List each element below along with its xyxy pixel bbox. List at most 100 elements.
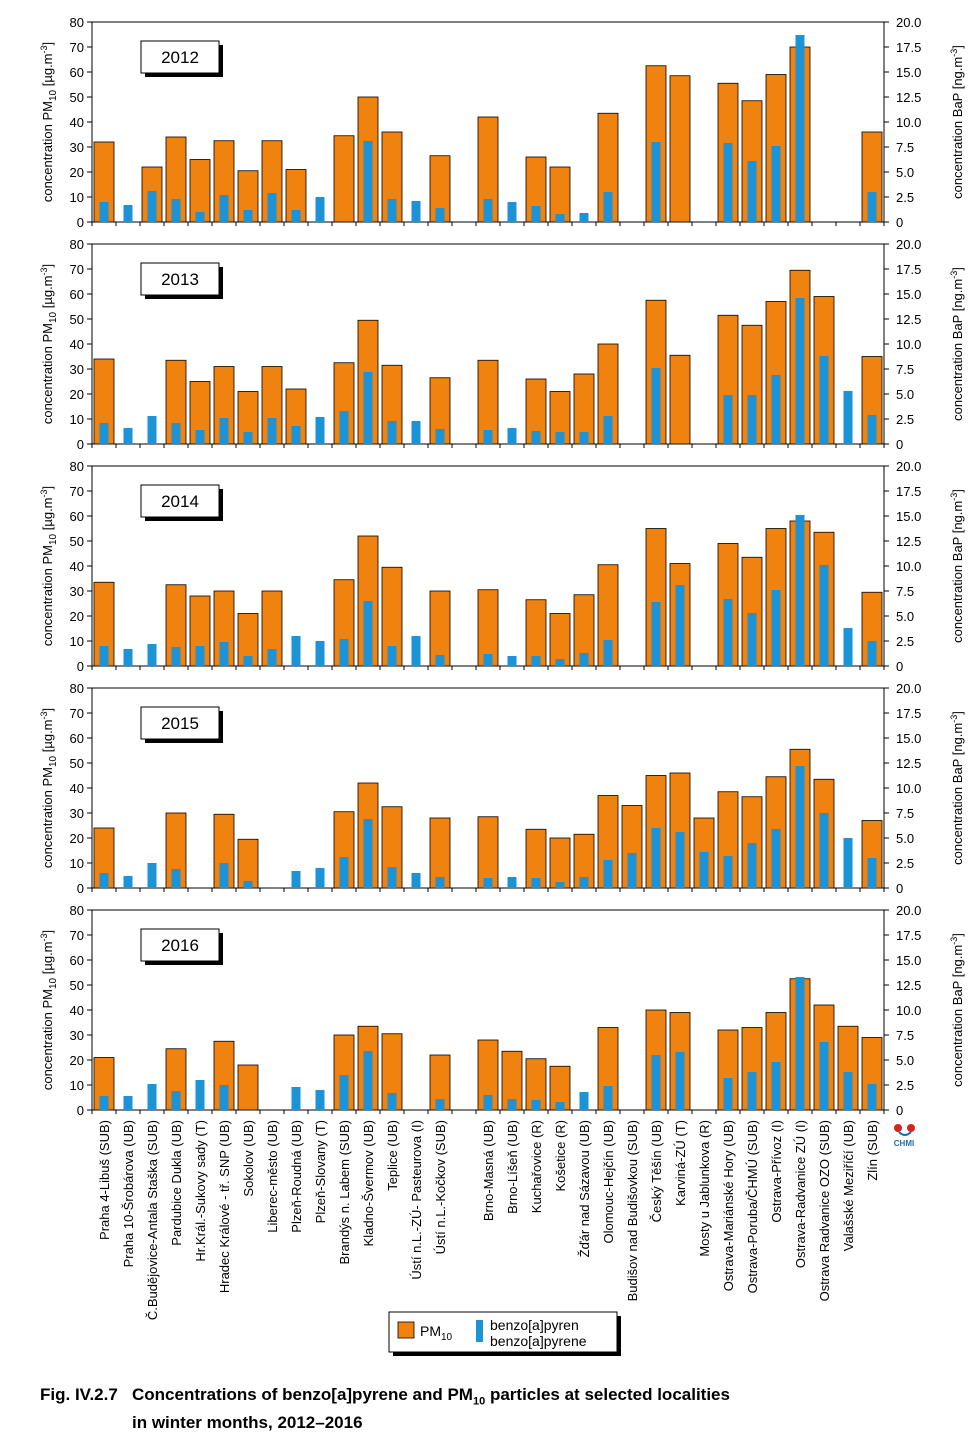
right-tick-label: 17.5 bbox=[896, 484, 921, 499]
right-tick-label: 15.0 bbox=[896, 509, 921, 524]
left-tick-label: 60 bbox=[70, 65, 84, 80]
right-tick-label: 15.0 bbox=[896, 731, 921, 746]
year-box bbox=[140, 928, 220, 962]
right-tick-label: 10.0 bbox=[896, 1003, 921, 1018]
right-tick-label: 7.5 bbox=[896, 362, 914, 377]
left-tick-label: 20 bbox=[70, 165, 84, 180]
year-box bbox=[140, 262, 220, 296]
right-tick-label: 7.5 bbox=[896, 140, 914, 155]
right-tick-label: 7.5 bbox=[896, 1028, 914, 1043]
left-tick-label: 60 bbox=[70, 953, 84, 968]
category-label: Liberec-město (UB) bbox=[265, 1120, 280, 1233]
category-label: Č.Budějovice-Antala Staška (SUB) bbox=[145, 1120, 160, 1320]
right-tick-label: 10.0 bbox=[896, 115, 921, 130]
left-axis-title-main: concentration PM bbox=[40, 545, 55, 646]
bap-bar bbox=[579, 1092, 589, 1110]
bap-bar bbox=[603, 192, 613, 222]
legend-pm10-swatch bbox=[397, 1321, 415, 1339]
left-tick-label: 10 bbox=[70, 190, 84, 205]
left-axis-title-unit: [µg.m bbox=[40, 941, 55, 977]
right-axis-title-close: ] bbox=[950, 267, 965, 271]
right-tick-label: 20.0 bbox=[896, 15, 921, 30]
right-tick-label: 7.5 bbox=[896, 584, 914, 599]
category-label: Žďár nad Sázavou (UB) bbox=[577, 1120, 592, 1257]
bap-bar bbox=[507, 428, 517, 444]
left-tick-label: 10 bbox=[70, 856, 84, 871]
bap-bar bbox=[627, 853, 637, 888]
right-tick-label: 12.5 bbox=[896, 756, 921, 771]
bap-bar bbox=[795, 977, 805, 1110]
bap-bar bbox=[291, 1087, 301, 1110]
right-axis-title-close: ] bbox=[950, 711, 965, 715]
left-axis-title-close: ] bbox=[40, 42, 55, 46]
bap-bar bbox=[843, 838, 853, 888]
left-axis-title-unit: [µg.m bbox=[40, 719, 55, 755]
bap-bar bbox=[387, 421, 397, 444]
bap-bar bbox=[675, 1052, 685, 1110]
left-tick-label: 0 bbox=[77, 437, 84, 452]
bap-bar bbox=[723, 395, 733, 444]
bap-bar bbox=[675, 832, 685, 888]
left-axis-title: concentration PM10 [µg.m-3] bbox=[39, 930, 59, 1090]
pm10-bar bbox=[669, 75, 691, 223]
left-tick-label: 20 bbox=[70, 609, 84, 624]
right-tick-label: 2.5 bbox=[896, 856, 914, 871]
right-axis-title-sup: -3 bbox=[949, 271, 959, 279]
right-tick-label: 2.5 bbox=[896, 634, 914, 649]
bap-bar bbox=[411, 636, 421, 666]
bap-bar bbox=[123, 876, 133, 888]
bap-bar bbox=[771, 590, 781, 666]
year-box bbox=[140, 706, 220, 740]
bap-bar bbox=[315, 197, 325, 222]
left-axis-title-close: ] bbox=[40, 486, 55, 490]
bap-bar bbox=[99, 646, 109, 666]
bap-bar bbox=[243, 656, 253, 666]
left-tick-label: 10 bbox=[70, 1078, 84, 1093]
bap-bar bbox=[603, 416, 613, 444]
right-tick-label: 10.0 bbox=[896, 559, 921, 574]
logo-dot-left bbox=[894, 1124, 902, 1132]
left-tick-label: 60 bbox=[70, 509, 84, 524]
left-axis-title-unit: [µg.m bbox=[40, 275, 55, 311]
pm10-bar bbox=[429, 590, 451, 667]
left-tick-label: 20 bbox=[70, 831, 84, 846]
bap-bar bbox=[675, 585, 685, 666]
left-tick-label: 30 bbox=[70, 584, 84, 599]
right-tick-label: 17.5 bbox=[896, 262, 921, 277]
bap-bar bbox=[723, 1078, 733, 1110]
bap-bar bbox=[291, 871, 301, 888]
bap-bar bbox=[363, 1051, 373, 1110]
bap-bar bbox=[747, 1072, 757, 1110]
left-tick-label: 60 bbox=[70, 287, 84, 302]
right-axis-title-main: concentration BaP [ng.m bbox=[950, 57, 965, 199]
right-tick-label: 0 bbox=[896, 1103, 903, 1118]
left-tick-label: 70 bbox=[70, 484, 84, 499]
right-tick-label: 2.5 bbox=[896, 190, 914, 205]
right-tick-label: 12.5 bbox=[896, 978, 921, 993]
legend-pm10-main: PM bbox=[420, 1323, 441, 1339]
bap-bar bbox=[435, 1099, 445, 1110]
caption-line1-sub: 10 bbox=[472, 1395, 486, 1408]
left-tick-label: 60 bbox=[70, 731, 84, 746]
right-axis-title-close: ] bbox=[950, 933, 965, 937]
left-tick-label: 30 bbox=[70, 1028, 84, 1043]
bap-bar bbox=[603, 640, 613, 666]
bap-bar bbox=[171, 423, 181, 444]
bap-bar bbox=[699, 852, 709, 888]
bap-bar bbox=[531, 878, 541, 888]
bap-bar bbox=[363, 141, 373, 222]
right-tick-label: 5.0 bbox=[896, 831, 914, 846]
category-label: Olomouc-Hejčín (UB) bbox=[601, 1120, 616, 1244]
bap-bar bbox=[867, 641, 877, 666]
left-tick-label: 40 bbox=[70, 781, 84, 796]
category-label: Mosty u Jablunkova (R) bbox=[697, 1120, 712, 1257]
left-axis-title-sub: 10 bbox=[48, 533, 59, 545]
bap-bar bbox=[483, 199, 493, 222]
bap-bar bbox=[795, 515, 805, 666]
bap-bar bbox=[339, 639, 349, 666]
bap-bar bbox=[483, 878, 493, 888]
bap-bar bbox=[771, 375, 781, 444]
bap-bar bbox=[531, 431, 541, 444]
right-tick-label: 20.0 bbox=[896, 237, 921, 252]
